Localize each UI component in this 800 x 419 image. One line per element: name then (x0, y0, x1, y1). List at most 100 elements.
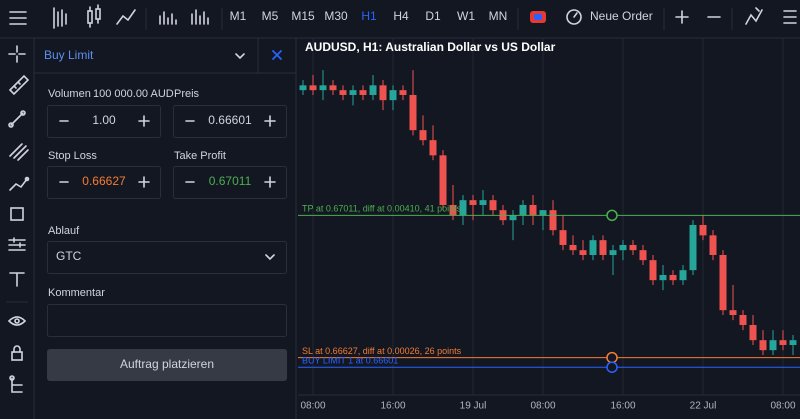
submit-button[interactable] (47, 349, 287, 381)
candle-body (639, 250, 647, 261)
line-chart-button[interactable] (116, 9, 136, 25)
timeframe-button[interactable]: D1 (425, 9, 441, 23)
chart-title: AUDUSD, H1: Australian Dollar vs US Doll… (305, 40, 556, 54)
timeframe-button[interactable]: M1 (230, 9, 247, 23)
price-value[interactable]: 0.66601 (208, 113, 252, 127)
new-order-button[interactable]: Neue Order (566, 9, 653, 25)
stop-loss-increase[interactable] (138, 176, 150, 188)
close-button[interactable] (272, 50, 282, 60)
candle-body (669, 274, 677, 281)
timeframe-button[interactable]: H1 (361, 9, 377, 23)
candle-body (329, 85, 337, 91)
zoom-in-button[interactable] (675, 10, 689, 24)
order-type-dropdown[interactable] (235, 53, 245, 60)
comment-label: Kommentar (48, 287, 105, 299)
volume-input[interactable] (47, 105, 161, 138)
candle-body (699, 224, 707, 236)
take-profit-label: Take Profit (174, 150, 226, 162)
candle-body (559, 230, 567, 245)
candle-body (389, 90, 397, 101)
timeframe-button[interactable]: W1 (457, 9, 475, 23)
candle-body (619, 244, 627, 251)
take-profit-increase[interactable] (264, 176, 276, 188)
candle-body (609, 250, 617, 255)
level-label: BUY LIMIT 1 at 0.66601 (302, 356, 398, 366)
line-tool[interactable] (8, 110, 26, 128)
candles-button[interactable] (87, 4, 101, 28)
candle-body (719, 254, 727, 311)
comment-input[interactable] (47, 304, 287, 337)
timeframe-button[interactable]: M15 (291, 9, 315, 23)
candle-body (429, 140, 437, 156)
volume-button[interactable] (191, 9, 209, 25)
timeframe-button[interactable]: M30 (324, 9, 348, 23)
expiry-value[interactable]: GTC (56, 249, 82, 263)
text-tool[interactable] (9, 272, 25, 287)
visibility-tool[interactable] (7, 316, 27, 326)
x-tick-label: 08:00 (530, 401, 555, 412)
timeframe-button[interactable]: M5 (262, 9, 279, 23)
candle-body (449, 204, 457, 215)
candle-body (309, 85, 317, 91)
price-label: Preis (174, 88, 200, 100)
candle-body (469, 200, 477, 205)
candle-body (359, 90, 367, 95)
x-tick-label: 08:00 (300, 401, 325, 412)
ruler-tool[interactable] (8, 74, 30, 96)
timeframe-button[interactable]: H4 (393, 9, 409, 23)
x-tick-label: 16:00 (610, 401, 635, 412)
expiry-chevron[interactable] (265, 254, 275, 261)
trading-toggle[interactable] (530, 11, 546, 23)
candle-body (649, 260, 657, 281)
indicator-button[interactable] (745, 7, 763, 25)
candle-body (459, 200, 467, 215)
candle-body (419, 130, 427, 141)
path-tool[interactable] (9, 176, 30, 191)
more-button[interactable] (783, 10, 797, 24)
stop-loss-value[interactable]: 0.66627 (82, 174, 126, 188)
candle-body (489, 200, 497, 211)
new-order-label[interactable]: Neue Order (590, 9, 653, 23)
expiry-select[interactable] (47, 241, 287, 274)
candle-body (629, 244, 637, 251)
bar-chart-button[interactable] (53, 7, 67, 29)
candle-body (399, 90, 407, 95)
lock-tool[interactable] (11, 345, 23, 361)
candle-body (729, 310, 737, 315)
price-input[interactable] (173, 105, 287, 138)
menu-button[interactable] (9, 11, 27, 25)
candle-body (319, 85, 327, 91)
order-type[interactable]: Buy Limit (44, 48, 94, 62)
stop-loss-input[interactable] (47, 166, 161, 199)
candle-body (759, 340, 767, 351)
candle-body (779, 340, 787, 345)
take-profit-input[interactable] (173, 166, 287, 199)
channel-tool[interactable] (9, 143, 29, 161)
volume-value[interactable]: 1.00 (92, 113, 116, 127)
crosshair-tool[interactable] (8, 45, 26, 63)
level-label: SL at 0.66627, diff at 0.00026, 26 point… (302, 346, 462, 356)
indicators-button[interactable] (159, 11, 177, 25)
candle-body (529, 204, 537, 215)
candle-body (299, 85, 307, 91)
candle-body (599, 240, 607, 255)
tree-tool[interactable] (9, 375, 23, 393)
price-increase[interactable] (264, 115, 276, 127)
x-tick-label: 08:00 (770, 401, 795, 412)
level-label: TP at 0.67011, diff at 0.00410, 41 point… (302, 204, 462, 214)
take-profit-value[interactable]: 0.67011 (209, 174, 252, 188)
fib-tool[interactable] (8, 237, 26, 251)
candle-body (409, 94, 417, 131)
level-handle (606, 209, 618, 222)
submit-label[interactable]: Auftrag platzieren (120, 357, 214, 371)
volume-label: Volumen (48, 88, 91, 100)
candle-body (339, 90, 347, 95)
x-tick-label: 22 Jul (690, 401, 717, 412)
volume-hint: 100 000.00 AUD (93, 88, 174, 100)
timeframe-button[interactable]: MN (489, 9, 508, 23)
shape-tool[interactable] (10, 207, 24, 221)
expiry-label: Ablauf (48, 225, 80, 237)
volume-increase[interactable] (138, 115, 150, 127)
candle-body (739, 314, 747, 325)
